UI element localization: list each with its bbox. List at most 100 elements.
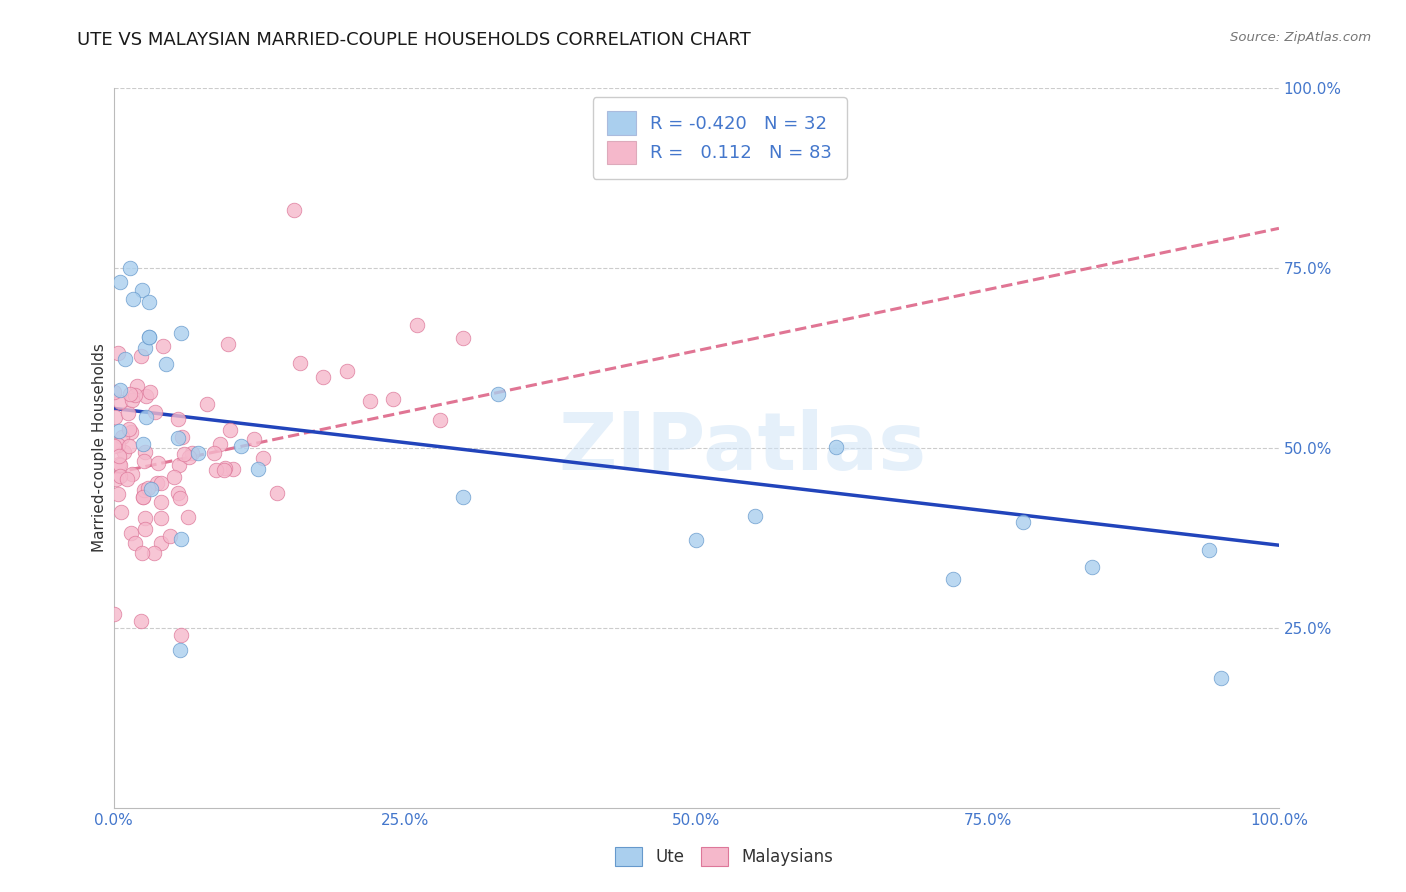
Point — [107, 424, 129, 438]
Point — [229, 439, 252, 453]
Point — [176, 510, 198, 524]
Point — [187, 445, 209, 459]
Point — [134, 445, 156, 459]
Point — [117, 472, 139, 486]
Point — [173, 447, 195, 461]
Point — [143, 404, 166, 418]
Point — [138, 330, 160, 344]
Point — [134, 522, 156, 536]
Point — [132, 437, 155, 451]
Legend: R = -0.420   N = 32, R =   0.112   N = 83: R = -0.420 N = 32, R = 0.112 N = 83 — [592, 97, 846, 178]
Point — [942, 572, 965, 586]
Point — [217, 336, 239, 351]
Point — [169, 491, 191, 505]
Text: UTE VS MALAYSIAN MARRIED-COUPLE HOUSEHOLDS CORRELATION CHART: UTE VS MALAYSIAN MARRIED-COUPLE HOUSEHOL… — [77, 31, 751, 49]
Text: Source: ZipAtlas.com: Source: ZipAtlas.com — [1230, 31, 1371, 45]
Point — [127, 378, 149, 392]
Point — [108, 395, 131, 409]
Point — [149, 511, 172, 525]
Point — [118, 439, 141, 453]
Point — [135, 388, 157, 402]
Point — [117, 406, 139, 420]
Point — [382, 392, 405, 407]
Point — [181, 445, 204, 459]
Point — [131, 283, 153, 297]
Point — [146, 456, 169, 470]
Text: ZIPatlas: ZIPatlas — [558, 409, 927, 487]
Point — [252, 451, 274, 466]
Point — [744, 508, 766, 523]
Point — [166, 486, 188, 500]
Point — [104, 409, 127, 424]
Point — [1198, 542, 1220, 557]
Point — [121, 467, 143, 482]
Point — [1081, 559, 1104, 574]
Point — [283, 203, 305, 218]
Point — [120, 525, 142, 540]
Point — [359, 394, 381, 409]
Point — [129, 350, 152, 364]
Y-axis label: Married-couple Households: Married-couple Households — [93, 343, 107, 552]
Point — [121, 392, 143, 407]
Point — [135, 409, 157, 424]
Point — [107, 487, 129, 501]
Legend: Ute, Malaysians: Ute, Malaysians — [609, 840, 839, 873]
Point — [155, 357, 177, 371]
Point — [149, 536, 172, 550]
Point — [118, 422, 141, 436]
Point — [108, 457, 131, 471]
Point — [177, 450, 200, 464]
Point — [219, 423, 242, 437]
Point — [111, 429, 134, 443]
Point — [685, 533, 707, 547]
Point — [167, 458, 190, 472]
Point — [159, 528, 181, 542]
Point — [132, 483, 155, 498]
Point — [110, 506, 132, 520]
Point — [204, 462, 226, 476]
Point — [336, 363, 359, 377]
Point — [202, 446, 225, 460]
Point — [124, 536, 146, 550]
Point — [108, 450, 131, 464]
Point — [110, 469, 132, 483]
Point — [212, 463, 235, 477]
Point — [195, 397, 218, 411]
Point — [149, 476, 172, 491]
Point — [1011, 515, 1033, 529]
Point — [120, 425, 142, 439]
Point — [208, 437, 231, 451]
Point — [132, 491, 155, 505]
Point — [150, 495, 173, 509]
Point — [131, 546, 153, 560]
Point — [167, 411, 190, 425]
Point — [146, 476, 169, 491]
Point — [170, 628, 193, 642]
Point — [107, 346, 129, 360]
Point — [453, 490, 475, 504]
Point — [170, 532, 193, 546]
Point — [103, 385, 125, 400]
Point — [108, 276, 131, 290]
Point — [141, 482, 163, 496]
Point — [1209, 672, 1232, 686]
Point — [214, 461, 236, 475]
Point — [134, 510, 156, 524]
Point — [266, 486, 288, 500]
Point — [118, 260, 141, 275]
Point — [107, 438, 129, 452]
Point — [104, 472, 127, 486]
Point — [138, 330, 160, 344]
Point — [246, 462, 269, 476]
Point — [152, 339, 174, 353]
Point — [163, 470, 186, 484]
Point — [114, 352, 136, 367]
Point — [453, 331, 475, 345]
Point — [103, 439, 125, 453]
Point — [222, 462, 245, 476]
Point — [170, 326, 193, 340]
Point — [108, 458, 131, 472]
Point — [138, 295, 160, 310]
Point — [118, 386, 141, 401]
Point — [134, 454, 156, 468]
